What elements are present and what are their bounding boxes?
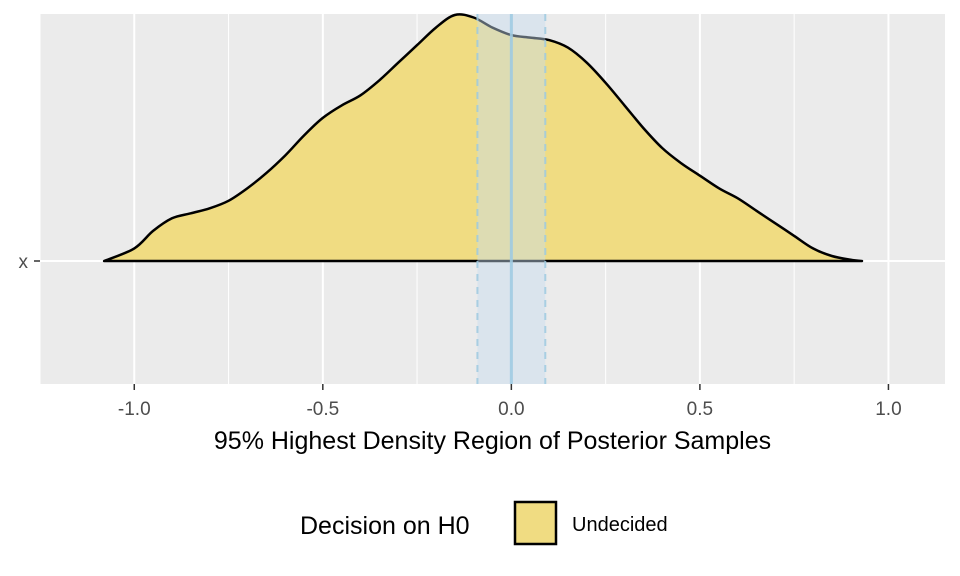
legend-key-undecided [513, 500, 558, 546]
y-tick-label: x [19, 252, 29, 273]
legend-label-undecided: Undecided [572, 514, 668, 536]
x-tick-label-0: -1.0 [118, 399, 151, 420]
x-tick-label-2: 0.0 [498, 399, 524, 420]
x-tick-label-1: -0.5 [306, 399, 339, 420]
x-tick-label-3: 0.5 [687, 399, 713, 420]
x-axis-ticks [133, 384, 890, 390]
x-axis-tick-labels: -1.0 -0.5 0.0 0.5 1.0 [118, 399, 902, 420]
density-area [102, 13, 864, 263]
x-tick-label-4: 1.0 [875, 399, 901, 420]
legend-title: Decision on H0 [300, 512, 470, 540]
x-axis-title: 95% Highest Density Region of Posterior … [214, 427, 771, 455]
legend: Decision on H0 Undecided [300, 500, 668, 546]
